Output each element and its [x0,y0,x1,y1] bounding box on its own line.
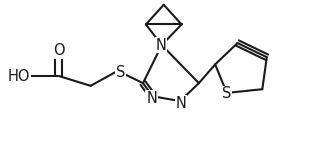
Text: S: S [116,65,125,80]
Text: N: N [146,91,157,106]
Text: HO: HO [8,69,31,84]
Text: N: N [176,95,186,110]
Text: O: O [53,43,65,58]
Text: N: N [155,37,166,52]
Text: S: S [222,86,231,101]
